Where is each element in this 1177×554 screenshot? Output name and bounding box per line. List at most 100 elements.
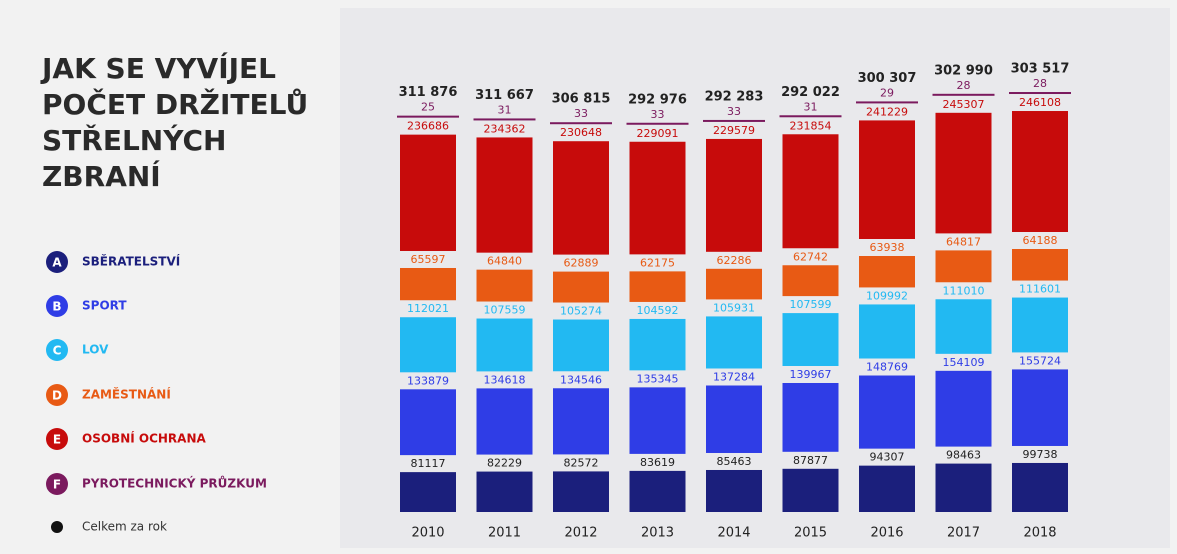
legend-label: SPORT xyxy=(82,299,127,313)
bar-segment xyxy=(400,134,456,251)
data-label: 94307 xyxy=(870,451,905,464)
bar-segment xyxy=(782,265,839,297)
data-label: 112021 xyxy=(407,302,449,315)
bar-segment xyxy=(1012,248,1068,281)
bar-segment xyxy=(779,115,842,118)
bar-segment xyxy=(782,382,839,452)
bar-segment xyxy=(1012,297,1068,353)
legend-marker xyxy=(46,384,68,406)
data-label: 64840 xyxy=(487,255,522,268)
bar-segment xyxy=(782,313,839,366)
data-label: 135345 xyxy=(637,372,679,385)
x-tick-label: 2018 xyxy=(1023,526,1056,541)
total-label: 292 022 xyxy=(781,85,840,100)
total-label: 292 976 xyxy=(628,92,687,107)
bar-segment xyxy=(629,318,686,371)
bar-segment xyxy=(476,471,533,512)
legend-letter: D xyxy=(52,389,62,403)
data-label: 62175 xyxy=(640,256,675,269)
bar-segment xyxy=(476,318,533,372)
data-label: 109992 xyxy=(866,289,908,302)
data-label: 245307 xyxy=(943,98,985,111)
bar-segment xyxy=(859,465,915,512)
bar-segment xyxy=(553,471,609,512)
data-label: 231854 xyxy=(790,119,832,132)
total-label: 311 876 xyxy=(399,85,458,100)
data-label: 111601 xyxy=(1019,283,1061,296)
bar-segment xyxy=(400,317,456,373)
legend-label: ZAMĚSTNÁNÍ xyxy=(82,387,171,402)
data-label: 31 xyxy=(804,100,818,113)
bar-segment xyxy=(856,101,918,104)
legend-label: LOV xyxy=(82,343,109,357)
x-tick-label: 2017 xyxy=(947,526,980,541)
bar-segment xyxy=(400,267,456,301)
bar-segment xyxy=(476,137,533,253)
data-label: 139967 xyxy=(790,368,832,381)
data-label: 134618 xyxy=(484,373,526,386)
data-label: 133879 xyxy=(407,374,449,387)
bar-segment xyxy=(476,269,533,302)
legend-label: PYROTECHNICKÝ PRŮZKUM xyxy=(82,476,267,491)
bar-segment xyxy=(935,250,992,283)
x-tick-label: 2016 xyxy=(870,526,903,541)
bar-segment xyxy=(629,387,686,454)
x-tick-label: 2013 xyxy=(641,526,674,541)
data-label: 107599 xyxy=(790,298,832,311)
bar-segment xyxy=(473,118,536,121)
total-label: 303 517 xyxy=(1011,62,1070,77)
legend-marker xyxy=(46,428,68,450)
total-label: 311 667 xyxy=(475,88,534,103)
data-label: 105274 xyxy=(560,305,602,318)
bar-segment xyxy=(476,388,533,455)
bar-segment xyxy=(629,470,686,512)
bar-segment xyxy=(553,141,609,255)
bar-segment xyxy=(935,299,992,354)
data-label: 111010 xyxy=(943,284,985,297)
total-label: 300 307 xyxy=(858,71,917,86)
bar-segment xyxy=(550,122,612,125)
bar-segment xyxy=(1009,92,1071,95)
bar-segment xyxy=(935,112,992,234)
bar-segment xyxy=(859,375,915,449)
data-label: 28 xyxy=(957,79,971,92)
data-label: 104592 xyxy=(637,304,679,317)
legend-label: SBĚRATELSTVÍ xyxy=(82,254,181,269)
data-label: 31 xyxy=(498,103,512,116)
legend-label: Celkem za rok xyxy=(82,520,167,534)
chart-title: JAK SE VYVÍJEL xyxy=(40,51,276,85)
data-label: 246108 xyxy=(1019,96,1061,109)
data-label: 62742 xyxy=(793,250,828,263)
data-label: 230648 xyxy=(560,126,602,139)
legend-letter: F xyxy=(53,478,61,492)
legend-letter: C xyxy=(53,344,62,358)
data-label: 29 xyxy=(880,86,894,99)
bar-segment xyxy=(859,304,915,359)
chart-title: POČET DRŽITELŮ xyxy=(42,87,308,121)
data-label: 82572 xyxy=(564,456,599,469)
bar-segment xyxy=(706,268,762,300)
data-label: 87877 xyxy=(793,454,828,467)
x-tick-label: 2014 xyxy=(717,526,750,541)
data-label: 62889 xyxy=(564,257,599,270)
total-label: 306 815 xyxy=(552,92,611,107)
legend-marker xyxy=(51,521,63,533)
data-label: 82229 xyxy=(487,457,522,470)
bar-segment xyxy=(859,256,915,288)
data-label: 33 xyxy=(727,105,741,118)
total-label: 292 283 xyxy=(705,89,764,104)
bar-segment xyxy=(553,271,609,303)
legend-marker xyxy=(46,473,68,495)
bar-segment xyxy=(932,93,995,96)
legend-marker xyxy=(46,251,68,273)
data-label: 134546 xyxy=(560,373,602,386)
legend-marker xyxy=(46,295,68,317)
bar-segment xyxy=(553,388,609,455)
x-tick-label: 2012 xyxy=(564,526,597,541)
data-label: 64188 xyxy=(1023,234,1058,247)
bar-segment xyxy=(400,389,456,456)
x-tick-label: 2010 xyxy=(411,526,444,541)
data-label: 81117 xyxy=(411,457,446,470)
data-label: 83619 xyxy=(640,456,675,469)
data-label: 25 xyxy=(421,101,435,114)
